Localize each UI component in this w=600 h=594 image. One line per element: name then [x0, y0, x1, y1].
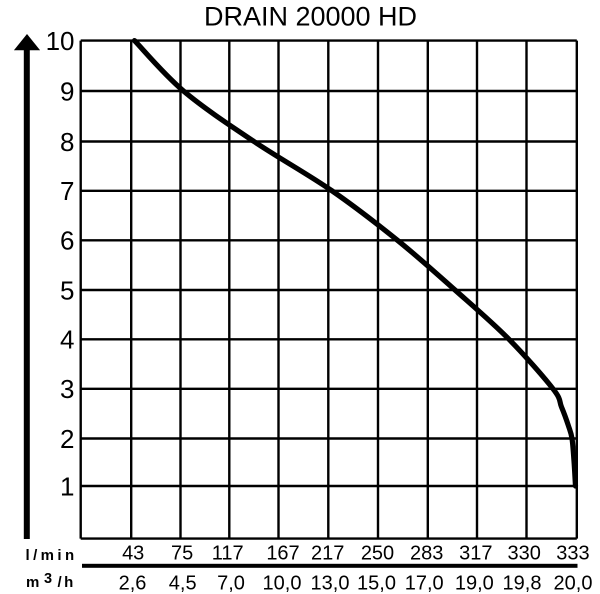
svg-text:3: 3	[44, 571, 52, 587]
svg-text:283: 283	[410, 543, 443, 565]
svg-text:7,0: 7,0	[217, 573, 245, 594]
svg-text:117: 117	[212, 543, 244, 565]
svg-text:250: 250	[361, 543, 394, 565]
svg-text:4: 4	[60, 325, 74, 355]
svg-text:8: 8	[60, 127, 74, 157]
svg-text:l/min: l/min	[26, 547, 78, 564]
svg-text:17,0: 17,0	[405, 573, 444, 594]
svg-text:10: 10	[46, 26, 75, 56]
svg-text:DRAIN 20000 HD: DRAIN 20000 HD	[204, 1, 417, 31]
svg-text:7: 7	[60, 176, 74, 206]
svg-text:19,0: 19,0	[455, 573, 494, 594]
svg-text:10,0: 10,0	[263, 573, 302, 594]
svg-text:317: 317	[459, 543, 492, 565]
svg-text:4,5: 4,5	[169, 573, 197, 594]
svg-text:9: 9	[60, 76, 74, 106]
svg-text:15,0: 15,0	[357, 573, 396, 594]
svg-text:167: 167	[266, 543, 299, 565]
svg-text:20,0: 20,0	[554, 573, 593, 594]
svg-text:1: 1	[60, 471, 74, 501]
svg-text:5: 5	[60, 275, 74, 305]
svg-text:43: 43	[122, 543, 144, 565]
svg-text:333: 333	[556, 543, 589, 565]
svg-text:/h: /h	[58, 574, 76, 591]
svg-text:3: 3	[60, 374, 74, 404]
svg-text:217: 217	[311, 543, 344, 565]
svg-text:19,8: 19,8	[503, 573, 542, 594]
svg-text:2: 2	[60, 424, 74, 454]
svg-text:6: 6	[60, 226, 74, 256]
svg-text:75: 75	[171, 543, 193, 565]
svg-text:13,0: 13,0	[311, 573, 350, 594]
svg-text:m: m	[26, 574, 39, 591]
svg-text:330: 330	[508, 543, 541, 565]
svg-text:2,6: 2,6	[119, 573, 147, 594]
